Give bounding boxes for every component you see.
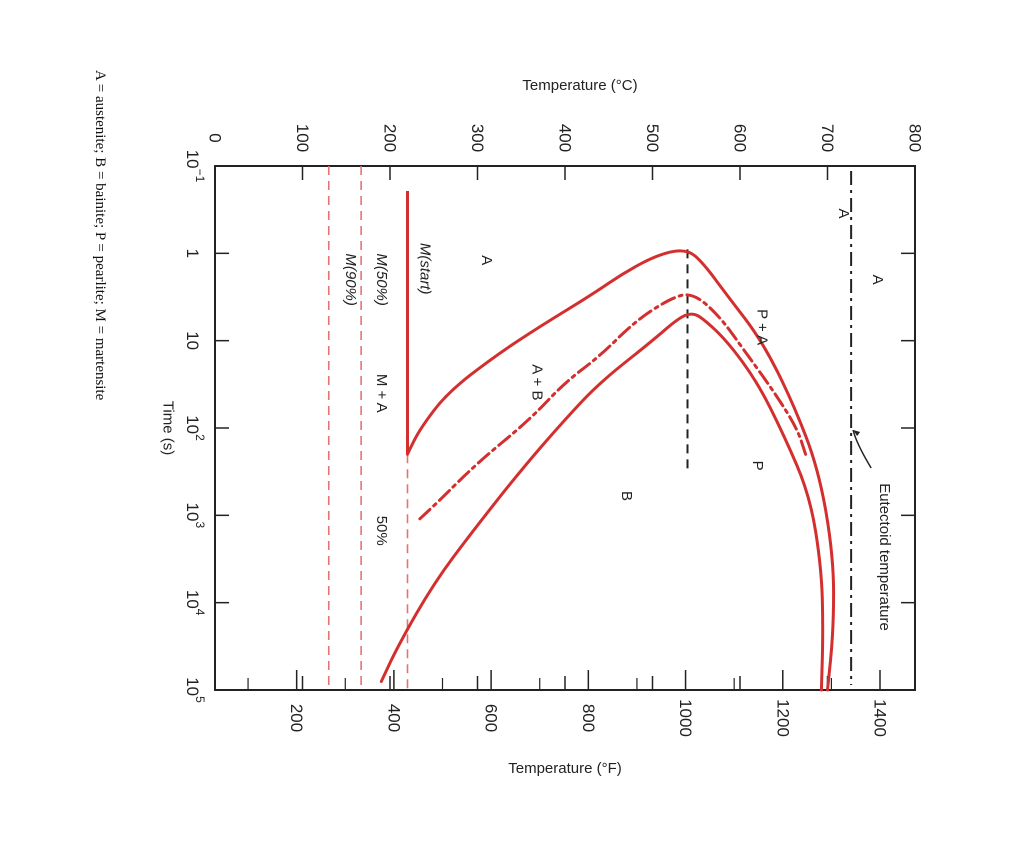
region-label: A bbox=[869, 275, 886, 285]
tick-label-fahrenheit: 1400 bbox=[871, 699, 890, 737]
tick-label-time: 10 bbox=[184, 331, 203, 350]
tick-label-celsius: 500 bbox=[643, 124, 662, 152]
tick-label-celsius: 400 bbox=[556, 124, 575, 152]
region-label: M(90%) bbox=[342, 253, 359, 306]
region-label: A bbox=[835, 209, 852, 219]
axis-title-fahrenheit: Temperature (°F) bbox=[508, 760, 622, 777]
tick-label-celsius: 100 bbox=[293, 124, 312, 152]
tick-label-time: 102 bbox=[184, 415, 208, 441]
region-label: M(50%) bbox=[373, 253, 390, 306]
tick-label-celsius: 200 bbox=[381, 124, 400, 152]
tick-label-time: 103 bbox=[184, 503, 208, 529]
axis-title-time: Time (s) bbox=[160, 401, 177, 455]
region-label: Eutectoid temperature bbox=[876, 483, 893, 631]
tick-label-celsius: 800 bbox=[906, 124, 925, 152]
tick-label-fahrenheit: 200 bbox=[287, 704, 306, 732]
region-label: A + B bbox=[529, 364, 546, 400]
series-50--curve bbox=[414, 293, 808, 524]
region-label: M + A bbox=[373, 374, 390, 413]
region-label: 50% bbox=[373, 516, 390, 546]
eutectoid-arrowhead bbox=[853, 430, 861, 436]
tick-label-celsius: 300 bbox=[468, 124, 487, 152]
eutectoid-arrow bbox=[852, 429, 872, 469]
tick-label-celsius: 0 bbox=[206, 133, 225, 142]
series-start-curve bbox=[406, 249, 836, 692]
plot-frame bbox=[214, 165, 916, 691]
region-label: P bbox=[749, 461, 766, 471]
region-label: M(start) bbox=[417, 243, 434, 295]
region-label: A bbox=[478, 255, 495, 265]
tick-label-fahrenheit: 400 bbox=[384, 704, 403, 732]
tick-label-celsius: 600 bbox=[731, 124, 750, 152]
tick-label-celsius: 700 bbox=[818, 124, 837, 152]
tick-label-fahrenheit: 600 bbox=[482, 704, 501, 732]
tick-label-time: 104 bbox=[184, 590, 208, 616]
tick-label-time: 1 bbox=[184, 249, 203, 258]
series-end-curve bbox=[379, 312, 825, 692]
tick-label-fahrenheit: 800 bbox=[579, 704, 598, 732]
region-label: B bbox=[618, 491, 635, 501]
tick-label-time: 105 bbox=[184, 677, 208, 703]
tick-label-fahrenheit: 1200 bbox=[773, 699, 792, 737]
tick-label-fahrenheit: 1000 bbox=[676, 699, 695, 737]
region-label: P + A bbox=[753, 309, 770, 345]
tick-label-time: 10−1 bbox=[184, 150, 208, 183]
axis-title-celsius: Temperature (°C) bbox=[522, 77, 637, 94]
